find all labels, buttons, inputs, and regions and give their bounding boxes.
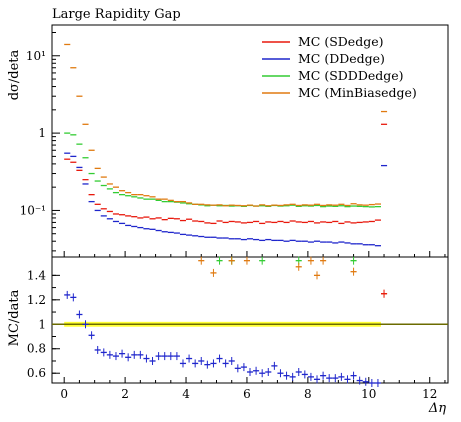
x-tick-label: 0 [60,387,68,401]
main-y-tick-label: 10⁻¹ [20,203,46,217]
main-y-axis: 10⁻¹ 1 10¹ [20,31,60,252]
main-data-marks [64,43,388,247]
legend-label: MC (DDedge) [298,51,385,66]
ratio-y-tick-label: 0.8 [27,342,46,356]
ratio-y-tick-label: 1.4 [27,268,46,282]
x-tick-label: 12 [422,387,437,401]
x-tick-label: 10 [361,387,376,401]
x-axis: 0 2 4 6 8 10 12 [60,251,446,401]
x-axis-title: Δη [428,401,446,416]
ratio-y-tick-label: 0.6 [27,366,46,380]
x-tick-label: 8 [304,387,312,401]
main-y-axis-title: dσ/deta [7,49,22,100]
chart-title: Large Rapidity Gap [52,7,181,22]
legend-label: MC (MinBiasedge) [298,85,417,100]
ratio-y-axis-title: MC/data [7,289,22,346]
legend: MC (SDedge) MC (DDedge) MC (SDDDedge) MC (M… [262,34,417,100]
ratio-reference-band-group [52,321,448,327]
x-tick-label: 2 [121,387,129,401]
legend-label: MC (SDedge) [298,34,383,49]
x-tick-label: 4 [182,387,190,401]
legend-label: MC (SDDDedge) [298,68,404,83]
ratio-y-axis: 0.6 0.8 1 1.2 1.4 [27,268,60,380]
x-tick-label: 6 [243,387,251,401]
ratio-panel-frame [51,256,449,384]
main-y-tick-label: 1 [38,126,46,140]
ratio-y-tick-label: 1.2 [27,293,46,307]
main-y-tick-label: 10¹ [26,49,46,63]
ratio-data-marks [64,256,388,387]
ratio-y-tick-label: 1 [38,317,46,331]
